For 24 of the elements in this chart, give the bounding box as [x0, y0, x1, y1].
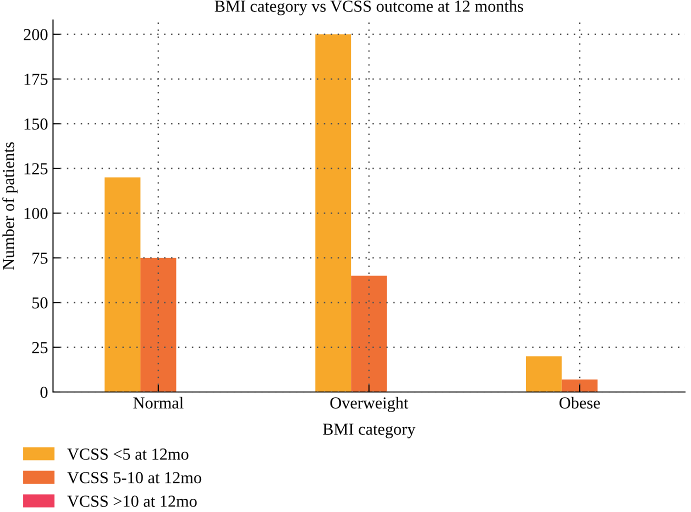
x-axis-title: BMI category	[322, 424, 416, 438]
y-tick-label: 25	[32, 342, 48, 354]
bar	[526, 356, 562, 392]
y-tick-label: 75	[32, 252, 48, 264]
legend-label: VCSS >10 at 12mo	[67, 496, 197, 507]
x-tick-label: Overweight	[330, 396, 408, 412]
y-tick-label: 200	[24, 29, 48, 40]
y-tick-label: 0	[40, 386, 48, 398]
y-tick-label: 125	[24, 163, 48, 174]
bar	[315, 34, 352, 392]
y-tick-label: 50	[32, 297, 48, 309]
bar	[562, 379, 598, 392]
legend-label: VCSS <5 at 12mo	[67, 448, 188, 460]
y-axis-title: Number of patients	[2, 142, 18, 270]
chart-title: BMI category vs VCSS outcome at 12 months	[214, 0, 524, 16]
bar	[104, 177, 140, 392]
legend-label: VCSS 5-10 at 12mo	[67, 472, 202, 484]
y-tick-label: 175	[24, 74, 48, 85]
x-tick-label: Normal	[133, 396, 184, 409]
y-tick-label: 150	[24, 118, 48, 130]
y-tick-label: 100	[24, 208, 48, 220]
bar	[351, 276, 387, 392]
bar	[140, 258, 176, 392]
x-tick-label: Obese	[560, 396, 600, 409]
